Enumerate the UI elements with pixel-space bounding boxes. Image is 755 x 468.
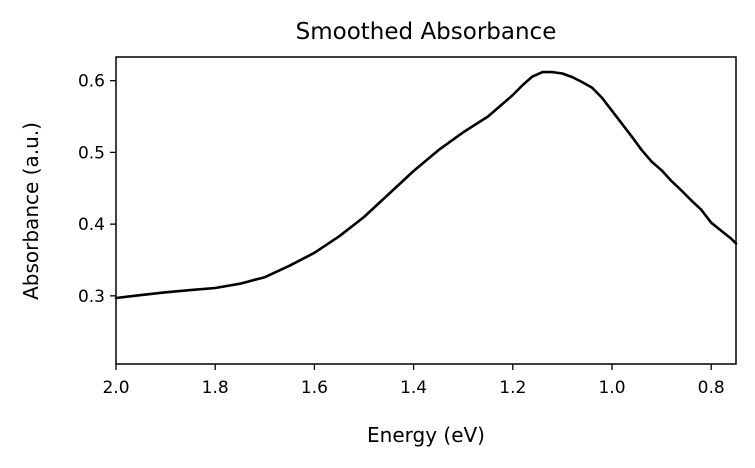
x-tick-label: 1.4 [400, 378, 427, 398]
y-tick-label: 0.5 [78, 143, 105, 163]
plot-frame [115, 56, 737, 365]
x-axis-label: Energy (eV) [367, 423, 485, 447]
chart-title: Smoothed Absorbance [296, 19, 557, 45]
y-tick-label: 0.3 [78, 287, 105, 307]
x-tick-label: 1.0 [598, 378, 625, 398]
y-tick-label: 0.4 [78, 215, 105, 235]
x-tick-label: 1.6 [301, 378, 328, 398]
x-tick-label: 0.8 [698, 378, 725, 398]
x-axis: 2.0 1.8 1.6 1.4 1.2 1.0 0.8 [102, 364, 725, 398]
plot-area [114, 70, 738, 300]
y-tick-label: 0.6 [78, 72, 105, 92]
y-axis-label: Absorbance (a.u.) [19, 122, 43, 300]
y-axis: 0.3 0.4 0.5 0.6 [78, 72, 116, 307]
x-tick-label: 1.2 [499, 378, 526, 398]
x-tick-label: 1.8 [202, 378, 229, 398]
series-line [114, 70, 738, 300]
x-tick-label: 2.0 [102, 378, 129, 398]
